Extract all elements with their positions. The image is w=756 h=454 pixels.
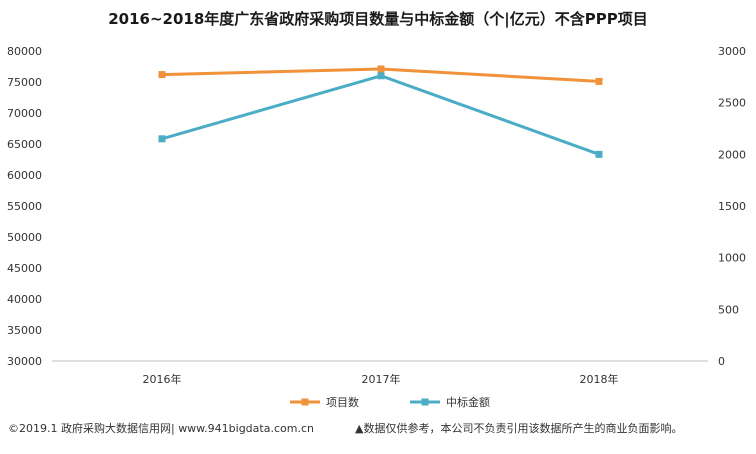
data-point [377, 65, 385, 73]
x-axis: 2016年 2017年 2018年 [143, 372, 619, 386]
series-layer [158, 65, 603, 158]
left-tick-label: 50000 [7, 231, 42, 244]
left-tick-label: 70000 [7, 107, 42, 120]
data-point [595, 150, 603, 158]
left-tick-label: 60000 [7, 169, 42, 182]
right-axis: 3000 2500 2000 1500 1000 500 0 [718, 45, 746, 368]
right-tick-label: 1500 [718, 200, 746, 213]
legend-swatch-marker [301, 398, 309, 406]
series-line-中标金额 [161, 74, 600, 156]
footer-source: ©2019.1 政府采购大数据信用网| www.941bigdata.com.c… [8, 422, 314, 435]
x-tick-label: 2018年 [580, 372, 619, 386]
x-tick-label: 2017年 [362, 372, 401, 386]
chart-title: 2016~2018年度广东省政府采购项目数量与中标金额（个|亿元）不含PPP项目 [108, 10, 648, 28]
legend: 项目数 中标金额 [290, 395, 490, 409]
data-point [595, 77, 603, 85]
legend-label: 中标金额 [446, 395, 490, 409]
left-axis: 80000 75000 70000 65000 60000 55000 50000 45000… [7, 45, 42, 368]
left-tick-label: 80000 [7, 45, 42, 58]
footer-disclaimer: ▲数据仅供参考，本公司不负责引用该数据所产生的商业负面影响。 [355, 422, 683, 435]
right-tick-label: 3000 [718, 45, 746, 58]
data-point [377, 72, 385, 80]
left-tick-label: 45000 [7, 262, 42, 275]
left-tick-label: 75000 [7, 76, 42, 89]
legend-label: 项目数 [326, 396, 359, 409]
data-point [158, 135, 166, 143]
left-tick-label: 30000 [7, 355, 42, 368]
right-tick-label: 2500 [718, 97, 746, 110]
legend-swatch-marker [421, 398, 429, 406]
right-tick-label: 0 [718, 355, 725, 368]
left-tick-label: 55000 [7, 200, 42, 213]
left-tick-label: 35000 [7, 324, 42, 337]
right-tick-label: 2000 [718, 148, 746, 161]
x-tick-label: 2016年 [143, 372, 182, 386]
right-tick-label: 500 [718, 303, 739, 316]
left-tick-label: 65000 [7, 138, 42, 151]
right-tick-label: 1000 [718, 252, 746, 265]
left-tick-label: 40000 [7, 293, 42, 306]
data-point [158, 71, 166, 79]
